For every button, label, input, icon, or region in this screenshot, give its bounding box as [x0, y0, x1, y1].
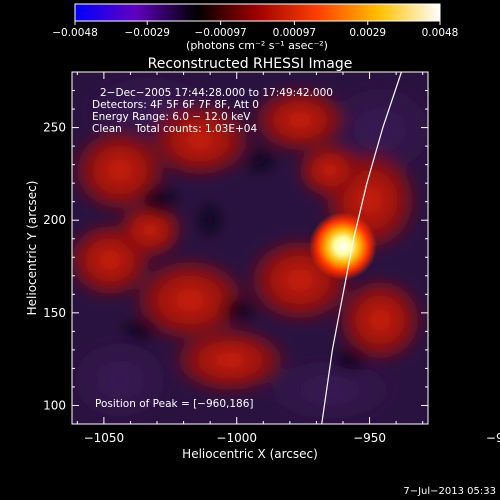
- y-tick-label: 150: [43, 306, 66, 320]
- x-tick-label: −1050: [84, 431, 125, 445]
- peak-source: [308, 212, 377, 281]
- colorbar-gradient: [74, 3, 441, 22]
- y-tick-label: 250: [43, 121, 66, 135]
- annotation-detectors: Detectors: 4F 5F 6F 7F 8F, Att 0: [92, 99, 259, 111]
- plot-frame: [71, 71, 429, 425]
- x-tick-label: −1000: [216, 431, 257, 445]
- colorbar-tick-label: 0.00097: [273, 27, 316, 39]
- footer-date: 7−Jul−2013 05:33: [403, 486, 496, 497]
- colorbar-tick-label: 0.0029: [349, 27, 386, 39]
- colorbar: −0.0048 −0.0029 −0.00097 0.00097 0.0029 0.004…: [52, 3, 458, 52]
- annotation-time: 2−Dec−2005 17:44:28.000 to 17:49:42.000: [100, 87, 333, 99]
- annotation-peak-position: Position of Peak = [−960,186]: [95, 398, 254, 410]
- colorbar-tick-label: −0.0048: [52, 27, 98, 39]
- colorbar-tick-label: −0.00097: [195, 27, 247, 39]
- chart-title: Reconstructed RHESSI Image: [148, 56, 353, 72]
- annotations: 2−Dec−2005 17:44:28.000 to 17:49:42.000 …: [92, 87, 333, 410]
- colorbar-ticks: −0.0048 −0.0029 −0.00097 0.00097 0.0029 0.004…: [52, 21, 458, 39]
- y-axis-label: Heliocentric Y (arcsec): [25, 181, 39, 316]
- colorbar-tick-label: 0.0048: [422, 27, 459, 39]
- annotation-clean: Clean Total counts: 1.03E+04: [92, 123, 257, 135]
- y-tick-label: 100: [43, 398, 66, 412]
- x-tick-label: −950: [353, 431, 386, 445]
- y-axis: 100 150 200 250: [43, 71, 428, 425]
- colorbar-unit-label: (photons cm⁻² s⁻¹ asec⁻²): [186, 39, 328, 52]
- heatmap-image: [72, 72, 428, 424]
- x-axis: −1050 −1000 −950 −900: [76, 72, 500, 445]
- x-tick-label: −900: [486, 431, 500, 445]
- annotation-energy: Energy Range: 6.0 − 12.0 keV: [92, 111, 251, 123]
- y-tick-label: 200: [43, 213, 66, 227]
- solar-limb: [321, 72, 403, 424]
- x-axis-label: Heliocentric X (arcsec): [182, 447, 318, 461]
- colorbar-tick-label: −0.0029: [124, 27, 170, 39]
